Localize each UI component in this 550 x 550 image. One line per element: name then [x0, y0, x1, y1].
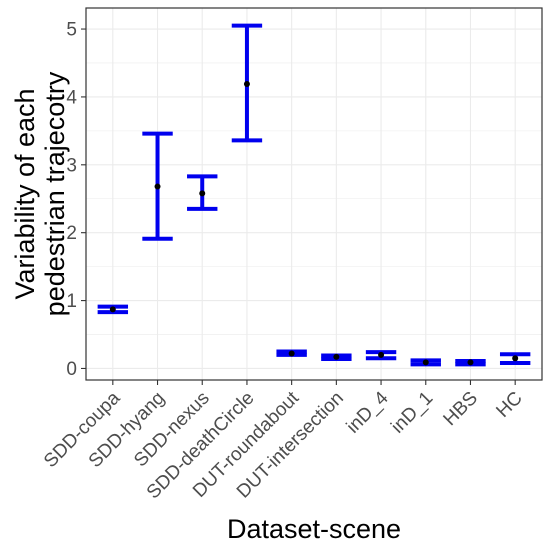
y-tick-label: 1 [66, 291, 77, 312]
y-tick-label: 5 [66, 20, 77, 41]
mean-point [243, 81, 250, 88]
x-axis-title: Dataset-scene [227, 514, 401, 544]
y-tick-label: 2 [66, 223, 77, 244]
y-axis-title-line: Variability of each [10, 88, 40, 299]
mean-point [109, 306, 116, 313]
mean-point [422, 359, 429, 366]
mean-point [199, 190, 206, 197]
x-tick-label: HC [492, 388, 526, 422]
y-tick-label: 4 [66, 87, 77, 108]
mean-point [154, 183, 161, 190]
y-tick-label: 3 [66, 155, 77, 176]
mean-point [378, 351, 385, 358]
mean-point [512, 355, 519, 362]
panel-border [85, 7, 543, 381]
x-tick-label: inD_4 [343, 387, 393, 437]
x-tick-label: inD_1 [387, 388, 437, 438]
mean-point [333, 353, 340, 360]
mean-point [288, 350, 295, 357]
x-tick-label: HBS [440, 388, 482, 430]
plot-panel [86, 8, 542, 380]
y-tick-label: 0 [66, 359, 77, 380]
y-axis-title-line: pedestrian trajecotry [40, 71, 70, 316]
mean-point [467, 359, 474, 366]
